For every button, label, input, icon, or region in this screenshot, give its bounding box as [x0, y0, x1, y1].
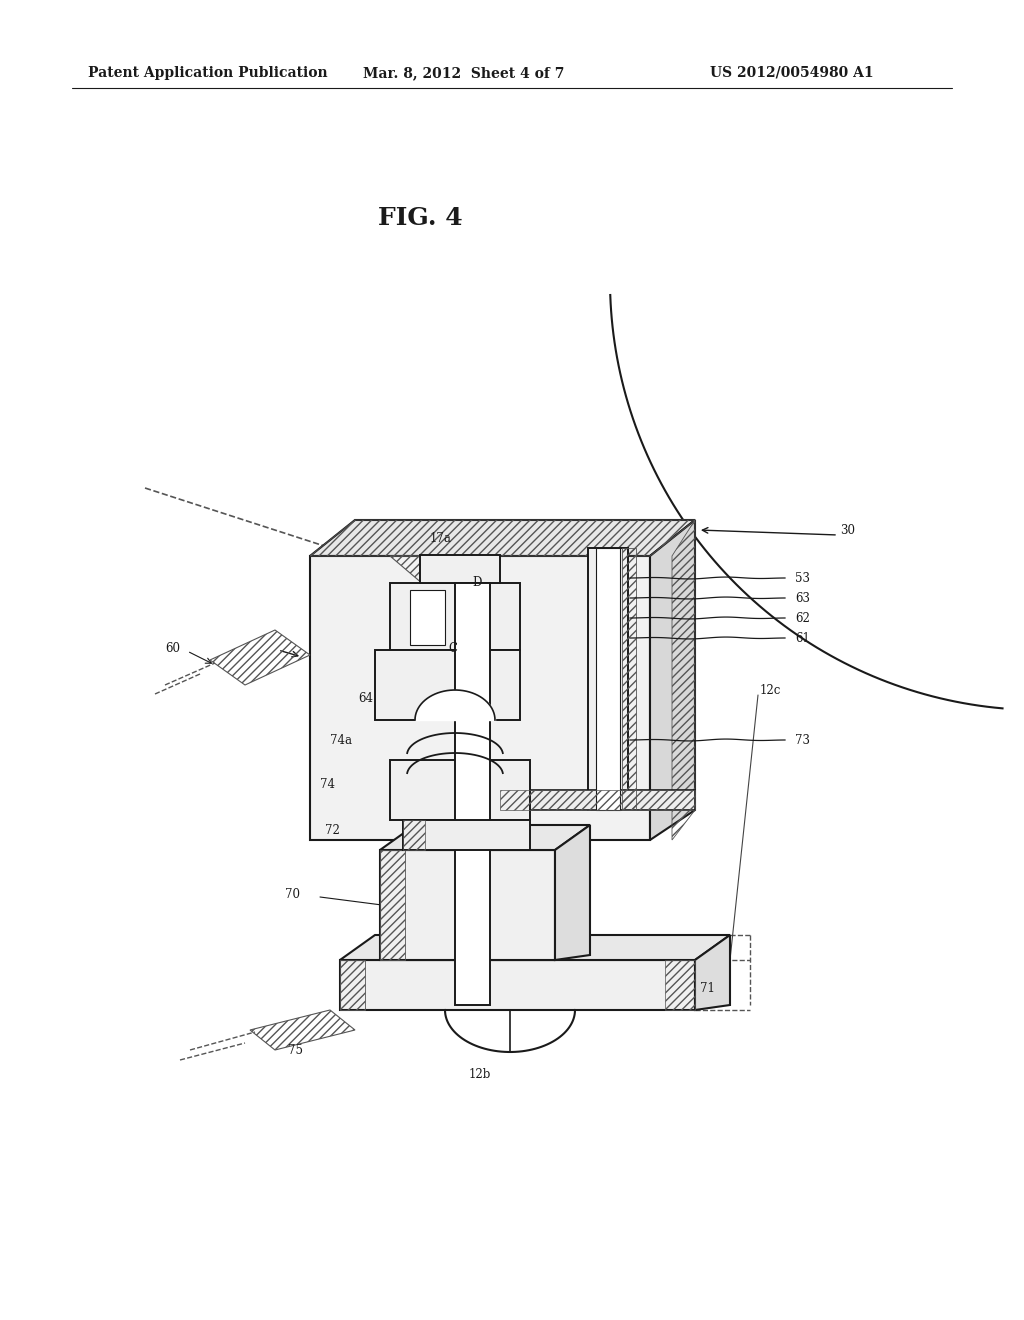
Text: 60: 60	[165, 642, 180, 655]
Polygon shape	[390, 583, 520, 649]
Text: 17a: 17a	[430, 532, 452, 544]
Polygon shape	[650, 520, 695, 840]
Polygon shape	[420, 554, 500, 583]
Text: FIG. 4: FIG. 4	[378, 206, 462, 230]
Polygon shape	[390, 760, 530, 820]
Polygon shape	[310, 520, 695, 556]
Polygon shape	[455, 583, 490, 1005]
Text: 74a: 74a	[330, 734, 352, 747]
Text: US 2012/0054980 A1: US 2012/0054980 A1	[710, 66, 873, 81]
Text: 73: 73	[795, 734, 810, 747]
Text: 61: 61	[795, 631, 810, 644]
Text: 30: 30	[840, 524, 855, 536]
Text: 64: 64	[358, 692, 373, 705]
Text: 74: 74	[319, 779, 335, 792]
Polygon shape	[340, 960, 695, 1010]
Text: D: D	[472, 577, 481, 590]
Text: 12c: 12c	[760, 684, 781, 697]
Polygon shape	[375, 649, 520, 719]
Text: 75: 75	[288, 1044, 303, 1056]
Polygon shape	[340, 935, 730, 960]
Polygon shape	[500, 789, 695, 810]
Polygon shape	[403, 820, 530, 850]
Text: Mar. 8, 2012  Sheet 4 of 7: Mar. 8, 2012 Sheet 4 of 7	[362, 66, 564, 81]
Text: 12b: 12b	[469, 1068, 492, 1081]
Text: Patent Application Publication: Patent Application Publication	[88, 66, 328, 81]
Polygon shape	[555, 825, 590, 960]
Text: 72: 72	[325, 824, 340, 837]
Polygon shape	[410, 590, 445, 645]
Polygon shape	[380, 850, 555, 960]
Text: 71: 71	[700, 982, 715, 994]
Text: C: C	[449, 642, 457, 655]
Polygon shape	[380, 825, 590, 850]
Polygon shape	[310, 556, 650, 840]
Text: 70: 70	[285, 888, 300, 902]
Polygon shape	[588, 548, 628, 810]
Polygon shape	[695, 935, 730, 1010]
Polygon shape	[596, 548, 620, 810]
Text: 53: 53	[795, 572, 810, 585]
Text: 62: 62	[795, 611, 810, 624]
Text: 63: 63	[795, 591, 810, 605]
